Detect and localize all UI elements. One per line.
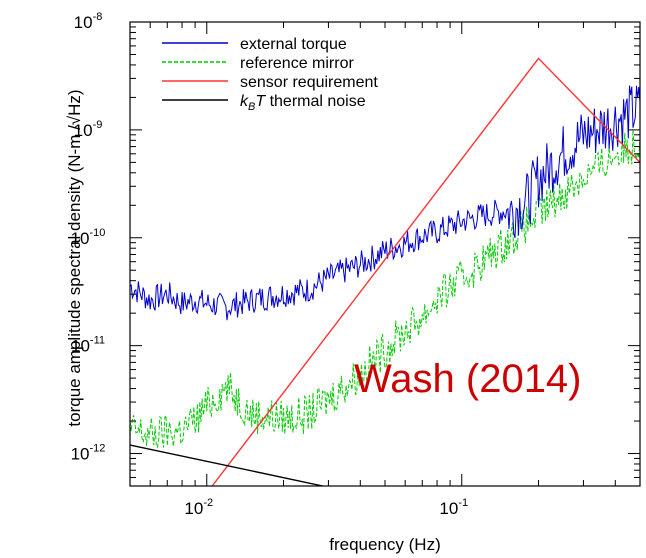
legend-label-thermal-noise: kBT thermal noise <box>240 93 366 113</box>
x-tick-label: 10-1 <box>439 497 468 518</box>
legend-label-sensor-requirement: sensor requirement <box>240 74 378 91</box>
series-line-k-bt-thermal-noise <box>130 444 323 486</box>
x-tick-label: 10-2 <box>184 497 213 518</box>
legend-label-external-torque: external torque <box>240 36 347 53</box>
ticks-layer <box>129 21 641 487</box>
y-tick-label: 10-10 <box>71 227 106 248</box>
tick-labels-layer: 10-2 10-1 10-12 10-11 10-10 10-9 10-8 <box>71 11 469 518</box>
x-axis-label: frequency (Hz) <box>329 535 440 554</box>
series-line-sensor-requirement <box>211 57 640 486</box>
plot-frame <box>129 21 641 487</box>
y-tick-label: 10-11 <box>71 335 105 356</box>
legend-label-reference-mirror: reference mirror <box>240 55 354 72</box>
y-tick-label: 10-12 <box>71 443 106 464</box>
legend: external torque reference mirror sensor … <box>162 36 378 113</box>
y-tick-label: 10-9 <box>74 119 103 140</box>
y-axis-label: torque amplitude spectral density (N-m /… <box>65 89 84 426</box>
citation-annotation: Wash (2014) <box>354 357 582 401</box>
series-layer <box>130 57 640 486</box>
series-line-external-torque <box>130 85 640 321</box>
y-tick-label: 10-8 <box>74 11 103 32</box>
